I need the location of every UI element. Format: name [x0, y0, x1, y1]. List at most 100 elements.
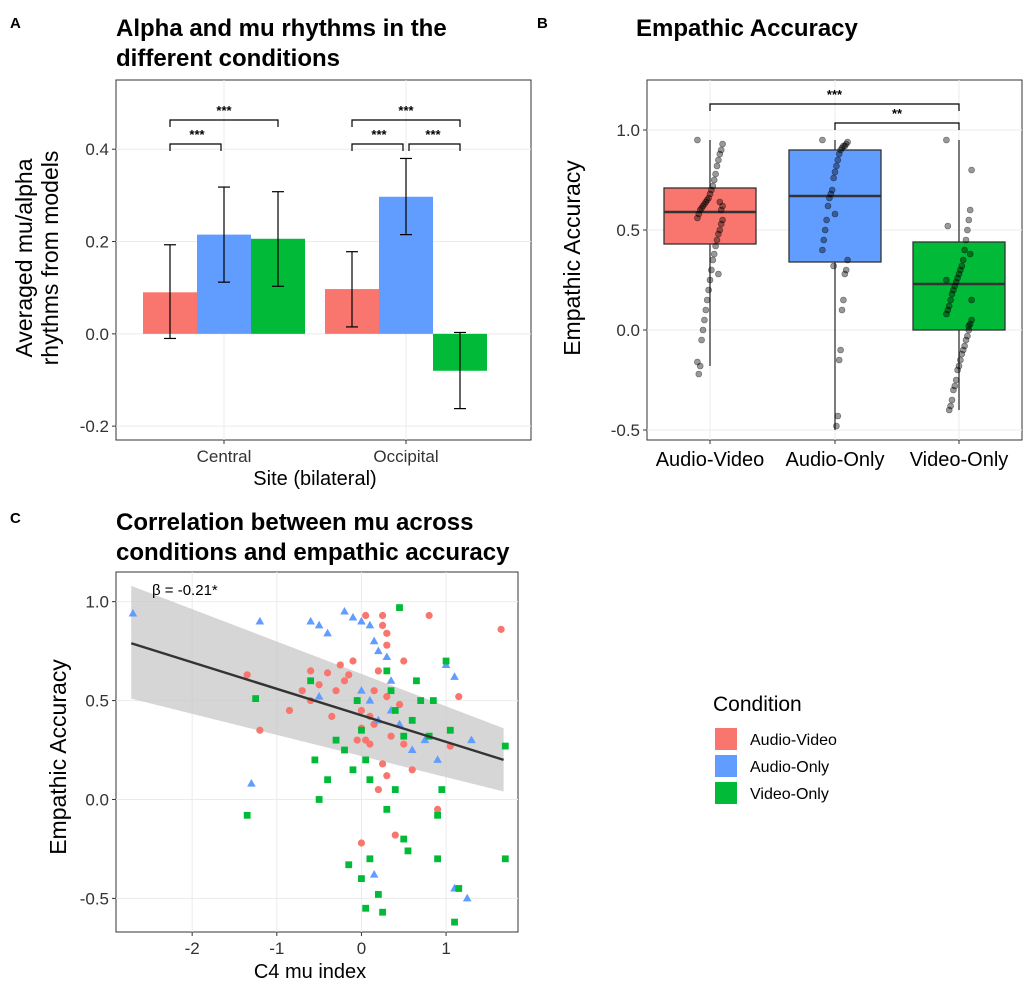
panel-b-point	[947, 296, 954, 304]
panel-b-point	[948, 290, 956, 298]
legend-label-audio-video: Audio-Video	[750, 732, 837, 749]
panel-b-point	[950, 286, 957, 294]
panel-c-point-audio-only	[369, 636, 379, 645]
panel-b-point	[719, 140, 726, 148]
panel-b-label: B	[537, 15, 548, 32]
panel-b-point	[706, 276, 714, 284]
panel-b-significance-bracket	[709, 103, 960, 111]
panel-b-point	[717, 220, 725, 228]
panel-b-ytick-label: 0.5	[616, 221, 640, 240]
panel-c-point-video-only	[366, 855, 374, 863]
panel-b-point	[717, 206, 725, 214]
panel-c-point-audio-only	[467, 735, 476, 744]
panel-a-plot: -0.2 0.0 0.2 0.4 Central Occipital *** *** *** **…	[80, 79, 532, 466]
panel-c-point-video-only	[358, 726, 365, 734]
panel-c-point-video-only	[383, 667, 391, 675]
panel-a-significance-label: ***	[216, 103, 232, 118]
panel-c-xtick-label: -2	[185, 939, 200, 958]
panel-b-point	[702, 306, 710, 314]
panel-c-point-audio-video	[383, 641, 391, 649]
panel-b-point	[694, 358, 701, 366]
panel-c-point-video-only	[391, 786, 399, 793]
panel-c-point-video-only	[379, 908, 386, 916]
panel-b-point	[834, 412, 842, 420]
panel-c-point-video-only	[400, 835, 408, 843]
panel-c-point-video-only	[307, 677, 315, 685]
panel-b-point	[968, 316, 975, 324]
panel-b-point	[709, 182, 717, 190]
panel-c-point-audio-video	[387, 732, 395, 740]
panel-b-point	[837, 146, 844, 154]
panel-b-point	[821, 226, 829, 234]
panel-c-ytick-label: 0.5	[85, 692, 109, 711]
panel-c-point-audio-video	[349, 657, 357, 665]
panel-c-point-video-only	[366, 776, 374, 784]
panel-a-significance-bracket	[408, 143, 461, 151]
panel-b-point	[706, 190, 714, 198]
panel-c-ytick-label: 0.0	[85, 790, 109, 809]
panel-c-point-audio-only	[407, 745, 417, 754]
panel-a-ytick-label: -0.2	[80, 417, 109, 436]
panel-c-point-audio-only	[386, 676, 396, 684]
panel-c-point-audio-video	[357, 706, 366, 715]
panel-c-point-audio-video	[345, 671, 353, 679]
panel-b-ylabel: Empathic Accuracy	[559, 160, 585, 356]
panel-b-point	[833, 422, 840, 430]
panel-b-point	[715, 230, 722, 238]
panel-b-point	[831, 210, 839, 218]
panel-a-frame	[115, 79, 532, 441]
panel-b-point	[712, 170, 719, 178]
panel-b-significance-label: ***	[827, 87, 843, 102]
panel-a-xtick-label: Central	[197, 447, 252, 466]
panel-c-point-video-only	[358, 875, 365, 882]
panel-a-significance-bracket	[169, 119, 279, 127]
panel-c-point-audio-only	[382, 652, 392, 661]
panel-b-point	[958, 262, 966, 270]
panel-b-point	[715, 156, 722, 164]
panel-b-point	[820, 236, 828, 244]
legend-swatch-audio-video	[715, 728, 737, 750]
panel-c-point-audio-video	[256, 726, 264, 734]
legend: Condition Audio-Video Audio-Only Video-O…	[713, 693, 837, 804]
panel-c-title-line1: Correlation between mu across	[116, 509, 473, 536]
panel-b-plot: -0.5 0.0 0.5 1.0 Audio-Video Audio-Only Video-…	[611, 79, 1023, 471]
panel-b-point	[713, 236, 721, 244]
panel-c-point-audio-only	[365, 695, 375, 704]
panel-b-point	[696, 206, 704, 214]
panel-b-point	[943, 276, 950, 284]
panel-c-point-audio-video	[383, 693, 391, 701]
panel-b-point	[966, 250, 974, 258]
panel-c-point-audio-only	[314, 620, 324, 629]
panel-c-point-video-only	[341, 746, 348, 754]
panel-a-significance-label: ***	[189, 127, 205, 142]
panel-c-point-video-only	[501, 855, 509, 863]
panel-b-point	[962, 336, 970, 344]
panel-a-significance-bracket	[351, 119, 461, 127]
panel-c-point-audio-video	[370, 687, 378, 695]
panel-b-point	[844, 256, 851, 264]
panel-c-point-audio-video	[285, 706, 294, 715]
panel-c-point-video-only	[434, 811, 441, 819]
panel-b-title: Empathic Accuracy	[636, 15, 859, 42]
panel-b-point	[950, 386, 957, 394]
panel-c-point-video-only	[311, 756, 319, 764]
panel-b-point	[952, 376, 960, 384]
panel-b-ytick-label: 1.0	[616, 121, 640, 140]
panel-c-point-audio-video	[353, 736, 361, 744]
panel-c-ytick-label: -0.5	[80, 889, 109, 908]
panel-c-point-audio-only	[247, 779, 256, 787]
panel-b-point	[955, 362, 963, 370]
panel-b-point	[966, 206, 974, 214]
panel-b-point	[842, 266, 850, 274]
panel-c-point-audio-video	[362, 611, 370, 620]
panel-c-point-audio-video	[391, 831, 399, 839]
panel-c-point-audio-video	[374, 785, 382, 794]
panel-c-xlabel: C4 mu index	[254, 961, 366, 983]
panel-b-point	[945, 302, 953, 310]
panel-b-point	[959, 346, 967, 354]
panel-c-point-audio-video	[243, 671, 251, 679]
panel-c-point-audio-only	[357, 686, 366, 694]
panel-b-point	[831, 168, 839, 176]
panel-b-point	[958, 350, 966, 358]
